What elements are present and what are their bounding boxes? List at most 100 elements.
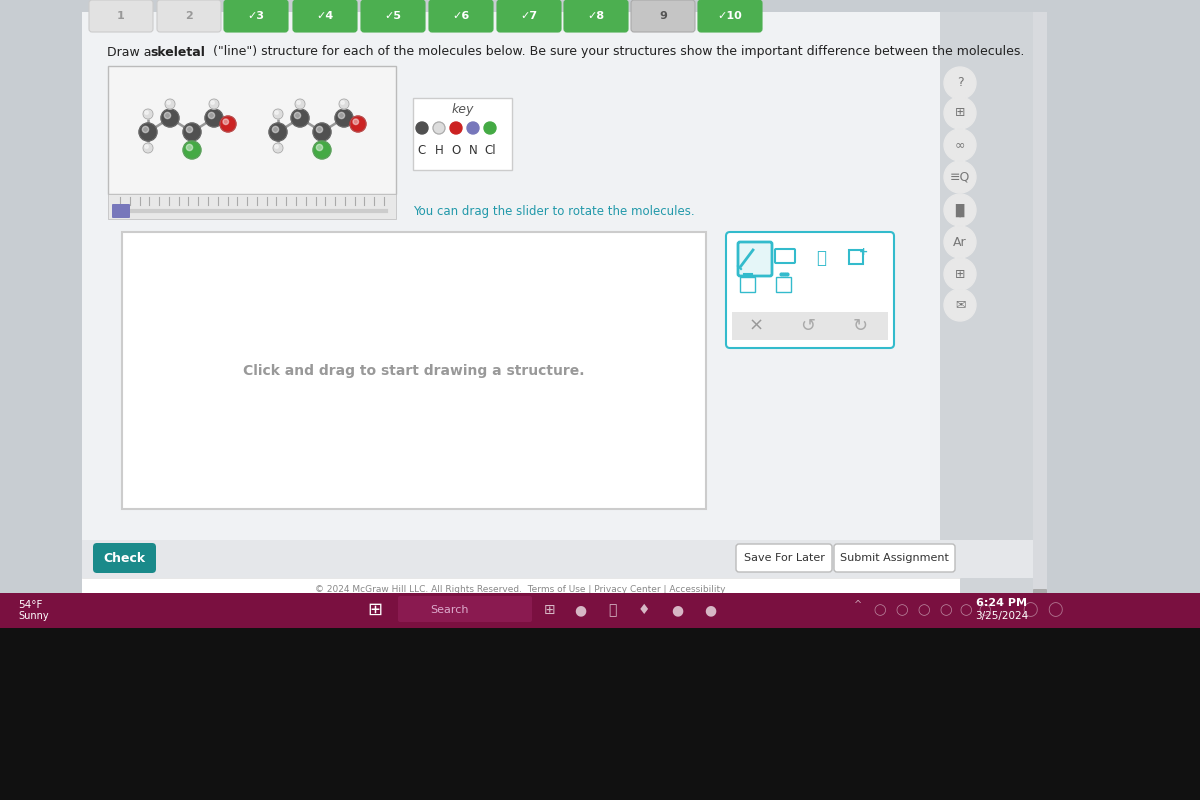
- Circle shape: [450, 122, 462, 134]
- FancyBboxPatch shape: [698, 0, 762, 32]
- Circle shape: [143, 126, 149, 133]
- Text: ●: ●: [704, 603, 716, 617]
- Bar: [732, 312, 888, 340]
- Circle shape: [211, 101, 215, 104]
- Circle shape: [944, 226, 976, 258]
- FancyBboxPatch shape: [631, 0, 695, 32]
- Text: ↺: ↺: [800, 317, 816, 335]
- Circle shape: [220, 116, 236, 132]
- Circle shape: [274, 143, 283, 153]
- Circle shape: [164, 112, 170, 118]
- FancyBboxPatch shape: [413, 98, 512, 170]
- Circle shape: [223, 119, 228, 125]
- Text: skeletal: skeletal: [150, 46, 205, 58]
- Text: 1: 1: [118, 11, 125, 21]
- Text: 3/25/2024: 3/25/2024: [976, 611, 1028, 621]
- Text: ●: ●: [574, 603, 586, 617]
- Text: Sunny: Sunny: [18, 611, 49, 621]
- Circle shape: [313, 123, 331, 141]
- Text: ⊞: ⊞: [544, 603, 556, 617]
- Text: ✋: ✋: [816, 249, 826, 267]
- Circle shape: [274, 109, 283, 119]
- Circle shape: [944, 258, 976, 290]
- Circle shape: [205, 109, 223, 127]
- FancyBboxPatch shape: [94, 543, 156, 573]
- Bar: [108, 194, 396, 219]
- Text: 2: 2: [185, 11, 193, 21]
- Text: ("line") structure for each of the molecules below. Be sure your structures show: ("line") structure for each of the molec…: [209, 46, 1025, 58]
- Bar: [940, 12, 1034, 622]
- Circle shape: [145, 111, 149, 114]
- Text: ✓6: ✓6: [452, 11, 469, 21]
- Circle shape: [340, 99, 349, 109]
- Circle shape: [944, 289, 976, 321]
- Text: ●: ●: [671, 603, 683, 617]
- Text: Draw a: Draw a: [107, 46, 156, 58]
- Circle shape: [139, 123, 157, 141]
- Text: ⊞: ⊞: [955, 106, 965, 119]
- Circle shape: [295, 99, 305, 109]
- Text: ?: ?: [956, 77, 964, 90]
- Text: ×: ×: [749, 317, 763, 335]
- Circle shape: [209, 99, 220, 109]
- Text: C: C: [418, 143, 426, 157]
- FancyBboxPatch shape: [726, 232, 894, 348]
- Circle shape: [944, 97, 976, 129]
- Bar: [122, 232, 706, 509]
- Circle shape: [467, 122, 479, 134]
- Text: Submit Assignment: Submit Assignment: [840, 553, 948, 563]
- Circle shape: [944, 161, 976, 193]
- FancyBboxPatch shape: [738, 242, 772, 276]
- Circle shape: [484, 122, 496, 134]
- Circle shape: [186, 126, 193, 133]
- Circle shape: [350, 116, 366, 132]
- Text: key: key: [451, 102, 474, 115]
- FancyBboxPatch shape: [430, 0, 493, 32]
- FancyBboxPatch shape: [361, 0, 425, 32]
- Text: © 2024 McGraw Hill LLC. All Rights Reserved.  Terms of Use | Privacy Center | Ac: © 2024 McGraw Hill LLC. All Rights Reser…: [314, 585, 725, 594]
- Circle shape: [294, 112, 301, 118]
- Bar: [850, 250, 863, 264]
- Circle shape: [269, 123, 287, 141]
- Text: ✓10: ✓10: [718, 11, 743, 21]
- Circle shape: [145, 145, 149, 148]
- Text: ∞: ∞: [955, 138, 965, 151]
- Circle shape: [317, 144, 323, 150]
- Text: ✓5: ✓5: [384, 11, 402, 21]
- Circle shape: [182, 141, 202, 159]
- FancyBboxPatch shape: [157, 0, 221, 32]
- Circle shape: [944, 67, 976, 99]
- Circle shape: [313, 141, 331, 159]
- FancyBboxPatch shape: [89, 0, 154, 32]
- FancyBboxPatch shape: [398, 596, 532, 622]
- Circle shape: [182, 123, 202, 141]
- Text: 6:24 PM: 6:24 PM: [977, 598, 1027, 608]
- FancyBboxPatch shape: [834, 544, 955, 572]
- Bar: [0, 628, 1200, 800]
- Circle shape: [416, 122, 428, 134]
- FancyBboxPatch shape: [1033, 589, 1046, 599]
- Text: ✓7: ✓7: [521, 11, 538, 21]
- Bar: [82, 540, 1034, 578]
- FancyBboxPatch shape: [775, 249, 796, 263]
- Circle shape: [161, 109, 179, 127]
- Circle shape: [167, 101, 170, 104]
- FancyBboxPatch shape: [497, 0, 562, 32]
- Text: ↻: ↻: [852, 317, 868, 335]
- FancyBboxPatch shape: [736, 544, 832, 572]
- Circle shape: [186, 144, 193, 150]
- Text: 9: 9: [659, 11, 667, 21]
- Text: ⊞: ⊞: [955, 267, 965, 281]
- Text: ^: ^: [854, 600, 862, 610]
- Text: ◯: ◯: [1048, 602, 1063, 618]
- Circle shape: [275, 111, 278, 114]
- Bar: [108, 66, 396, 194]
- Text: Cl: Cl: [484, 143, 496, 157]
- Text: ♦: ♦: [637, 603, 650, 617]
- Text: ⬛: ⬛: [608, 603, 616, 617]
- Text: ◯: ◯: [940, 604, 953, 616]
- Text: ✓8: ✓8: [588, 11, 605, 21]
- Circle shape: [143, 143, 154, 153]
- Circle shape: [275, 145, 278, 148]
- Circle shape: [335, 109, 353, 127]
